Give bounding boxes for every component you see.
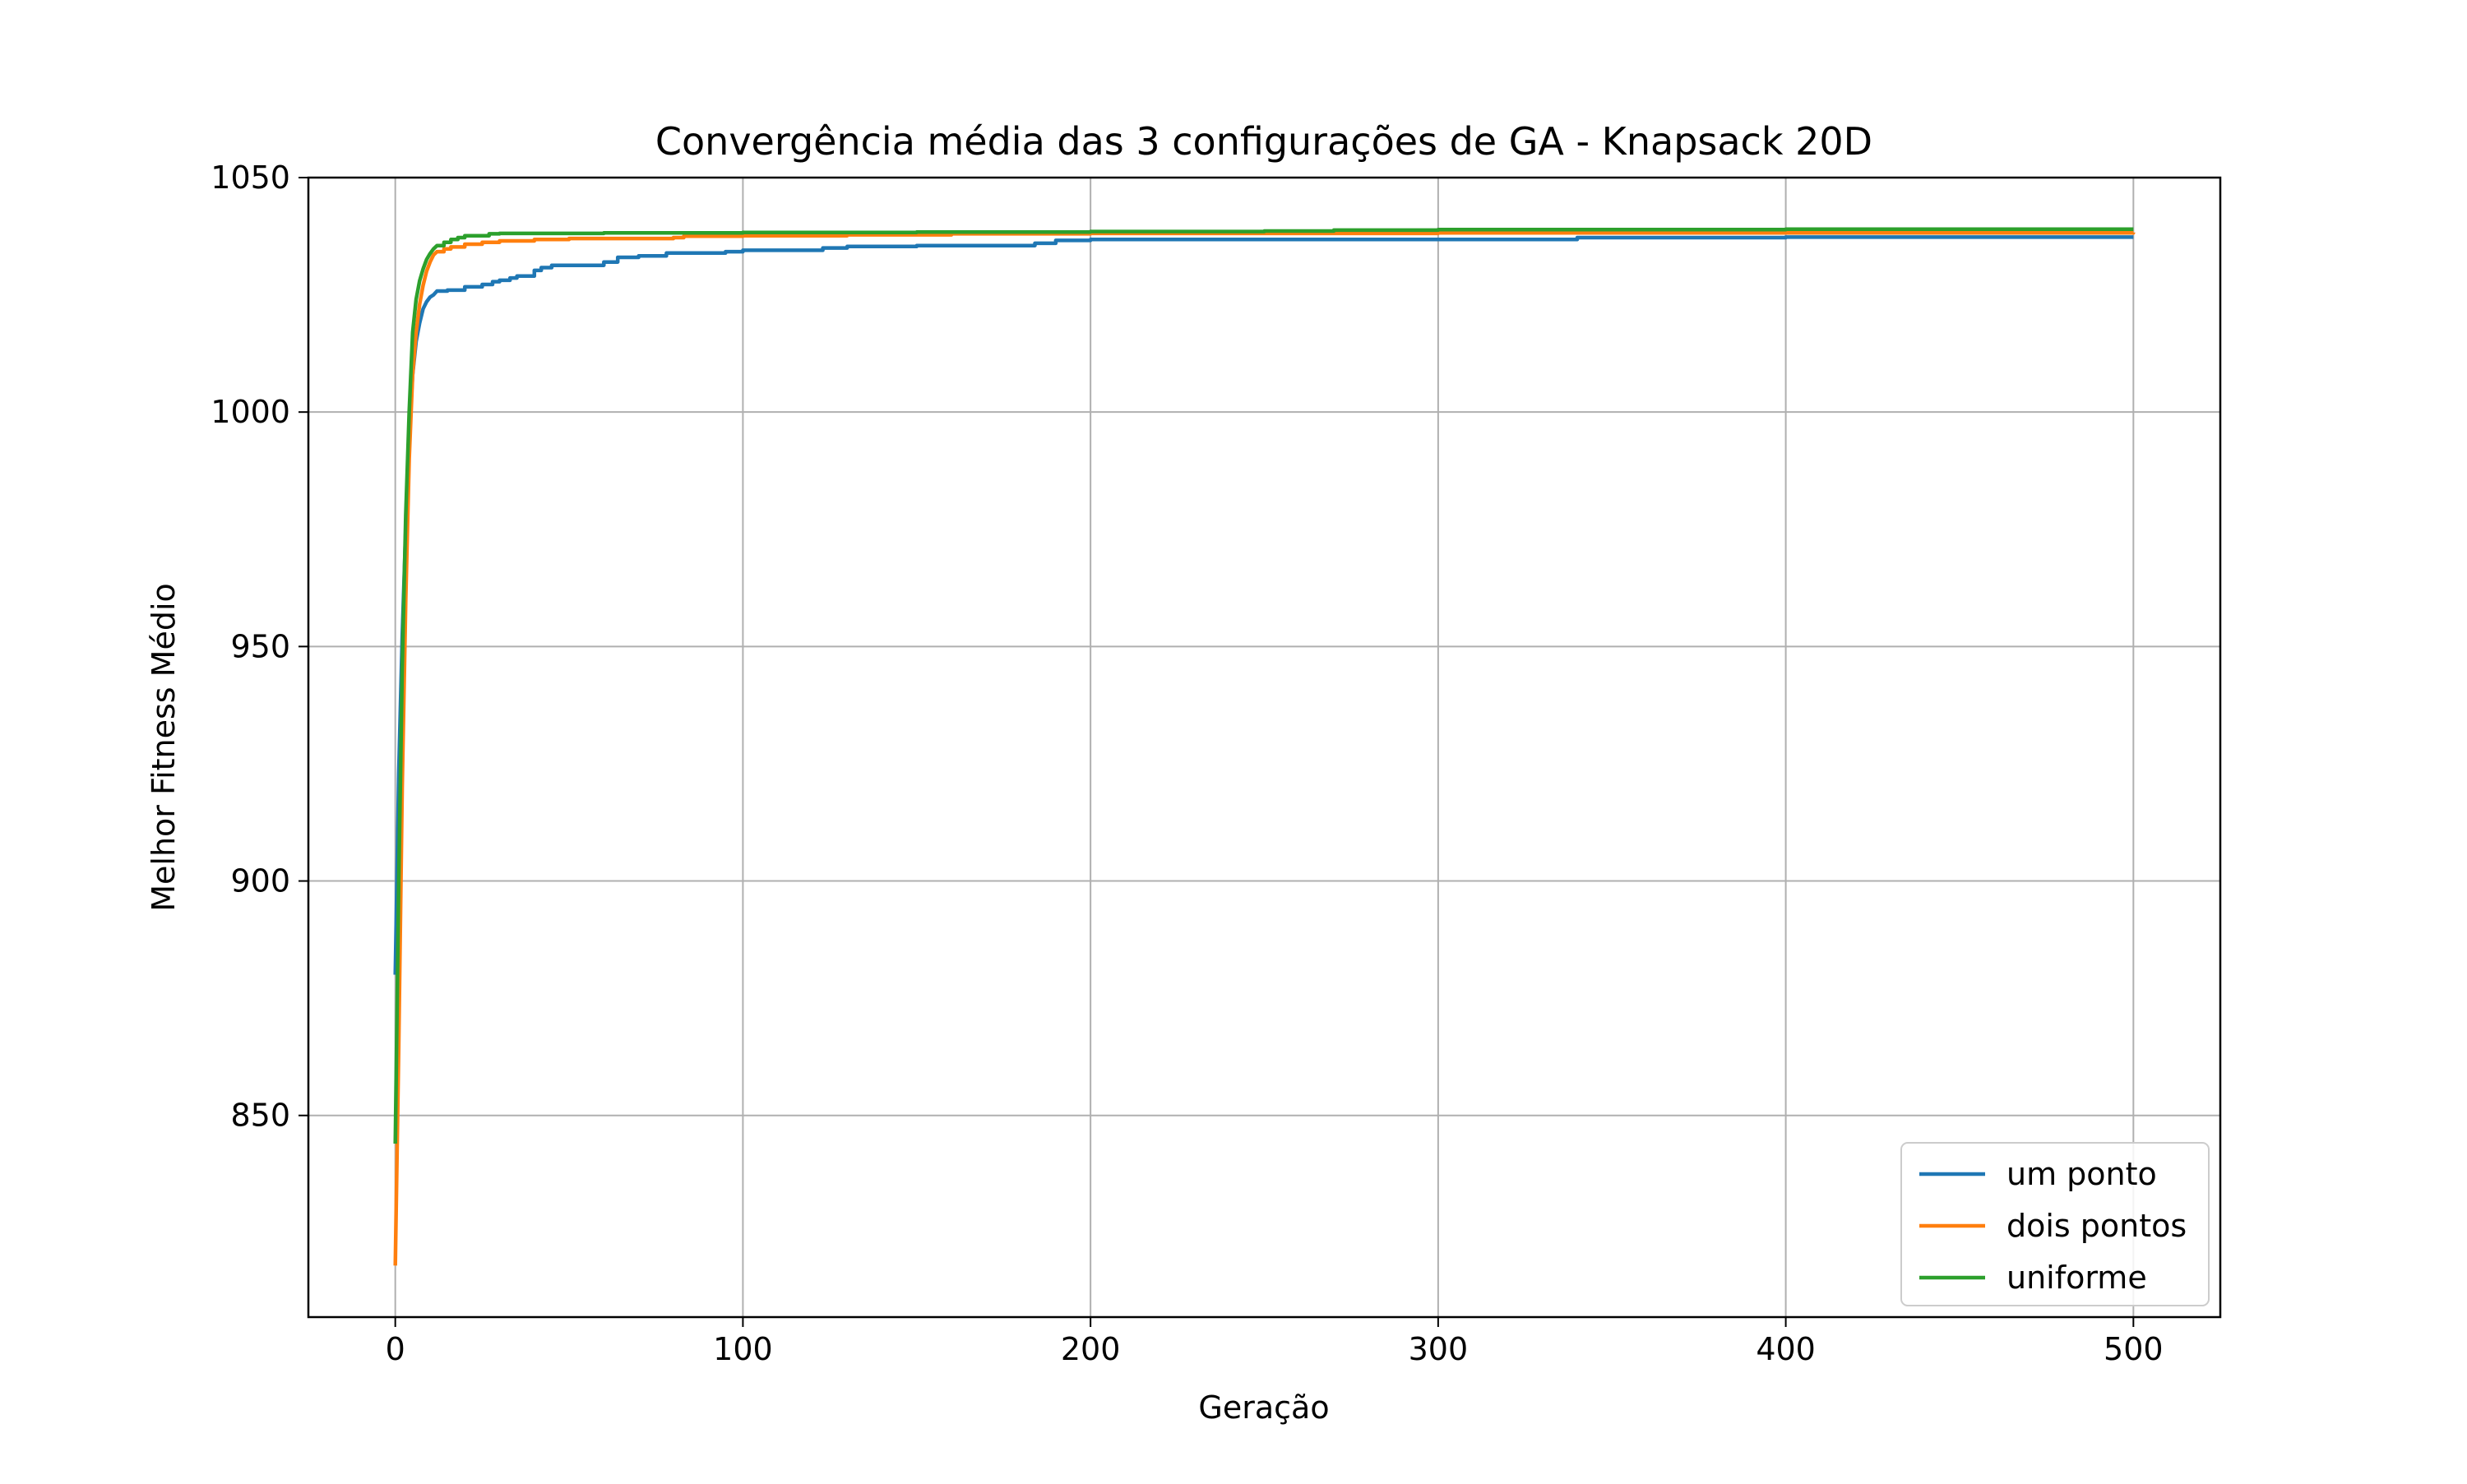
series-lines: [393, 227, 2136, 1266]
x-tick-label: 200: [1061, 1331, 1121, 1367]
x-tick-label: 100: [713, 1331, 773, 1367]
legend-label: um ponto: [2006, 1156, 2157, 1192]
x-tick-label: 500: [2104, 1331, 2164, 1367]
legend-label: uniforme: [2006, 1260, 2147, 1296]
x-tick-label: 300: [1409, 1331, 1469, 1367]
series-line-1: [393, 231, 2136, 1266]
y-tick-label: 1000: [211, 394, 290, 430]
legend-box: [1900, 1142, 2210, 1306]
series-line-0: [393, 235, 2134, 975]
series-line-2: [393, 227, 2134, 1144]
x-tick-label: 400: [1756, 1331, 1816, 1367]
legend: um ponto dois pontos uniforme: [1900, 1142, 2210, 1306]
chart-title: Convergência média das 3 configurações d…: [655, 119, 1872, 164]
y-tick-label: 900: [230, 863, 290, 899]
legend-label: dois pontos: [2006, 1208, 2187, 1244]
y-tick-label: 950: [230, 628, 290, 664]
y-axis-title: Melhor Fitness Médio: [146, 583, 182, 912]
x-tick-label: 0: [386, 1331, 405, 1367]
plot-frame: [307, 176, 2222, 1319]
x-axis-title: Geração: [1198, 1389, 1329, 1426]
y-tick-label: 1050: [211, 159, 290, 196]
y-tick-label: 850: [230, 1098, 290, 1134]
axis-ticks: 0 100 200 300 400 500 850 900 950 1000 1050: [211, 159, 2163, 1367]
